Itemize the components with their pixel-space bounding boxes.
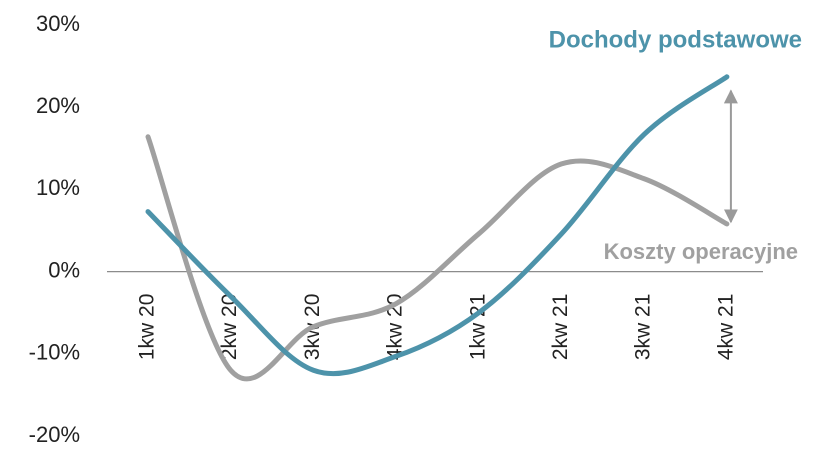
y-tick-label: 20%	[36, 93, 80, 118]
x-tick-label: 3kw 21	[632, 294, 655, 361]
x-tick-label: 2kw 21	[549, 294, 572, 361]
x-tick-label: 4kw 21	[714, 294, 737, 361]
legend-label: Koszty operacyjne	[604, 239, 798, 264]
x-tick-label: 1kw 21	[466, 294, 489, 361]
y-tick-label: -20%	[29, 422, 80, 447]
x-tick-label: 2kw 20	[218, 294, 241, 361]
y-tick-label: 30%	[36, 11, 80, 36]
series-line	[145, 134, 730, 382]
series-line	[145, 74, 730, 377]
x-tick-label: 1kw 20	[136, 294, 159, 361]
x-tick-label: 4kw 20	[384, 294, 407, 361]
y-tick-label: 10%	[36, 175, 80, 200]
legend-label: Dochody podstawowe	[549, 26, 802, 53]
y-tick-label: -10%	[29, 340, 80, 365]
y-tick-label: 0%	[48, 257, 80, 282]
